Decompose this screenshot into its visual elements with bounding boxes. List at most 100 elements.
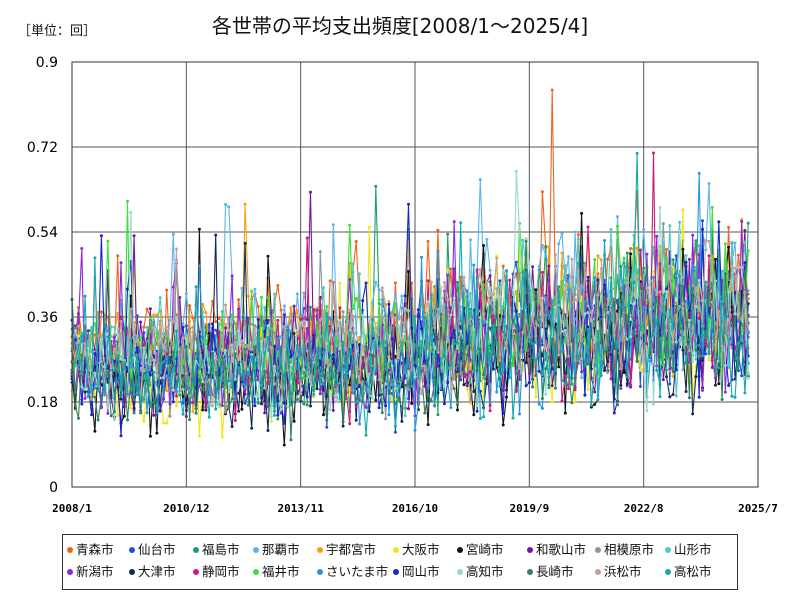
data-point bbox=[99, 234, 103, 238]
unit-label: ［単位：回］ bbox=[18, 24, 97, 39]
data-point bbox=[475, 268, 479, 272]
data-point bbox=[678, 338, 682, 342]
data-point bbox=[250, 426, 254, 430]
data-point bbox=[106, 366, 110, 370]
data-point bbox=[478, 316, 482, 320]
data-point bbox=[691, 360, 695, 364]
data-point bbox=[338, 281, 342, 285]
data-point bbox=[576, 357, 580, 361]
data-point bbox=[243, 320, 247, 324]
data-point bbox=[86, 395, 90, 399]
data-point bbox=[583, 393, 587, 397]
data-point bbox=[224, 410, 227, 414]
data-point bbox=[263, 324, 267, 328]
data-point bbox=[482, 373, 486, 377]
data-point bbox=[145, 325, 149, 329]
data-point bbox=[645, 252, 649, 256]
data-point bbox=[482, 323, 486, 327]
data-point bbox=[276, 350, 280, 354]
data-point bbox=[243, 316, 247, 320]
x-axis-ticks: 2008/1 2010/12 2013/11 2016/10 2019/9 2022/8 2… bbox=[52, 502, 778, 515]
data-point bbox=[429, 293, 433, 297]
data-point bbox=[495, 256, 499, 260]
data-point bbox=[318, 334, 322, 338]
data-point bbox=[560, 399, 564, 403]
data-point bbox=[83, 342, 87, 345]
data-point bbox=[469, 317, 472, 321]
data-point bbox=[573, 388, 577, 392]
data-point bbox=[276, 413, 280, 417]
data-point bbox=[397, 356, 401, 360]
data-point bbox=[299, 376, 303, 380]
data-point bbox=[527, 354, 531, 358]
data-point bbox=[704, 280, 708, 284]
data-point bbox=[390, 398, 394, 402]
data-point bbox=[573, 400, 577, 404]
legend-item: 福島市 bbox=[193, 542, 240, 558]
data-point bbox=[691, 326, 695, 330]
data-point bbox=[397, 324, 401, 328]
data-point bbox=[413, 360, 417, 364]
data-point bbox=[537, 289, 541, 293]
data-point bbox=[214, 233, 218, 237]
data-point bbox=[116, 312, 120, 315]
data-point bbox=[312, 308, 316, 311]
data-point bbox=[498, 314, 502, 318]
data-point bbox=[139, 411, 143, 415]
data-point bbox=[351, 343, 355, 347]
data-point bbox=[632, 302, 636, 306]
data-point bbox=[397, 317, 401, 321]
data-point bbox=[436, 337, 440, 341]
data-point bbox=[371, 318, 374, 322]
data-point bbox=[472, 370, 476, 374]
data-point bbox=[348, 383, 352, 387]
data-point bbox=[135, 393, 139, 397]
data-point bbox=[469, 402, 472, 406]
data-point bbox=[148, 405, 152, 409]
data-point bbox=[570, 257, 574, 261]
data-point bbox=[436, 413, 440, 417]
data-point bbox=[701, 219, 704, 223]
data-point bbox=[243, 343, 247, 347]
data-point bbox=[603, 369, 606, 372]
data-point bbox=[224, 343, 227, 347]
data-point bbox=[309, 379, 312, 383]
data-point bbox=[292, 358, 296, 362]
data-point bbox=[665, 375, 668, 379]
data-point bbox=[410, 384, 414, 388]
data-point bbox=[465, 387, 469, 391]
data-point bbox=[380, 339, 384, 343]
data-point bbox=[475, 404, 479, 407]
data-point bbox=[168, 402, 172, 406]
data-point bbox=[403, 309, 407, 313]
data-point bbox=[625, 382, 629, 386]
data-point bbox=[586, 328, 590, 331]
data-point bbox=[720, 398, 724, 401]
data-point bbox=[567, 354, 570, 358]
data-point bbox=[511, 332, 515, 336]
data-point bbox=[505, 388, 508, 392]
data-point bbox=[83, 390, 87, 394]
data-point bbox=[315, 306, 319, 310]
data-point bbox=[687, 338, 691, 342]
data-point bbox=[730, 305, 734, 309]
data-point bbox=[714, 257, 717, 261]
data-point bbox=[498, 358, 502, 362]
data-point bbox=[269, 327, 273, 331]
data-point bbox=[328, 317, 332, 321]
data-point bbox=[348, 353, 352, 356]
data-point bbox=[351, 360, 355, 364]
data-point bbox=[557, 353, 561, 357]
data-point bbox=[488, 363, 492, 367]
data-point bbox=[658, 206, 662, 210]
data-point bbox=[194, 411, 198, 415]
chart-title: 各世帯の平均支出頻度[2008/1～2025/4] bbox=[211, 14, 589, 38]
data-point bbox=[645, 409, 649, 413]
data-point bbox=[315, 347, 319, 351]
data-point bbox=[439, 312, 443, 316]
data-point bbox=[426, 392, 430, 396]
data-point bbox=[403, 414, 407, 418]
data-point bbox=[233, 377, 237, 381]
data-point bbox=[452, 366, 456, 370]
data-point bbox=[145, 307, 149, 311]
